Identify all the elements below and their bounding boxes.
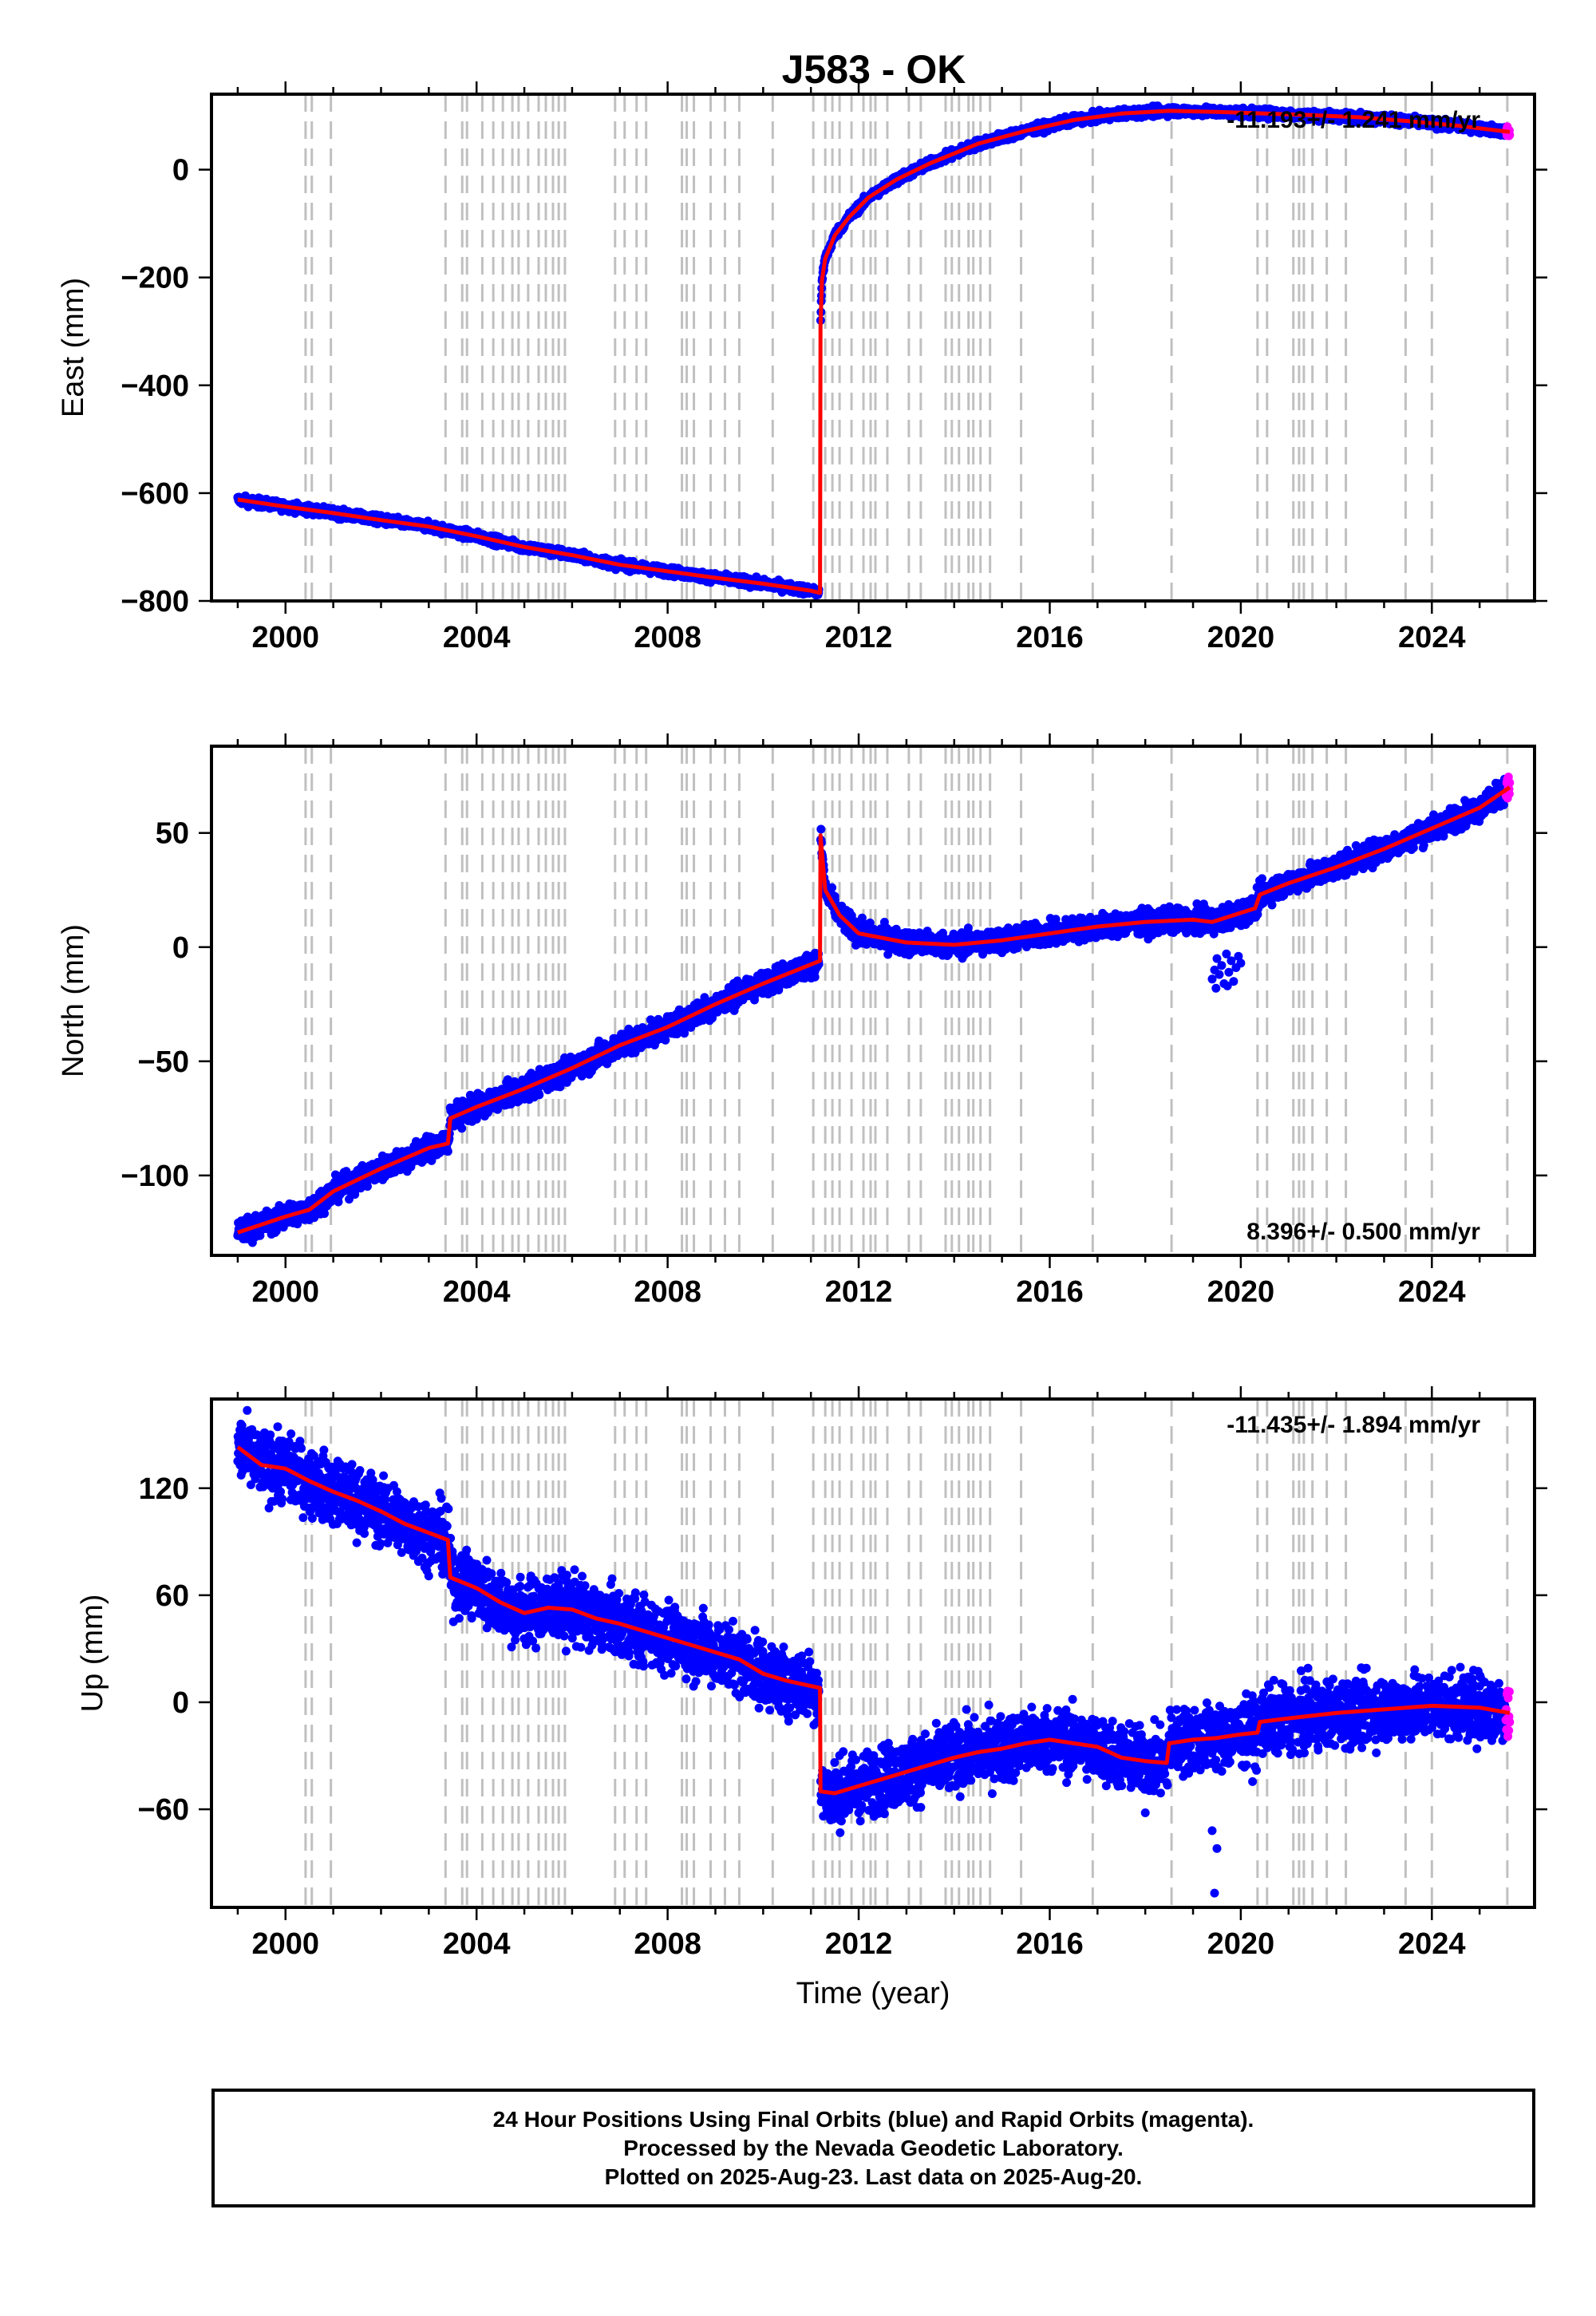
x-tick-label: 2012 <box>825 1927 893 1961</box>
footer-line-2: Processed by the Nevada Geodetic Laborat… <box>623 2135 1124 2160</box>
footer-line-3: Plotted on 2025-Aug-23. Last data on 202… <box>604 2164 1143 2189</box>
final-orbit-points <box>233 774 1511 1247</box>
plot-area <box>233 1399 1515 1907</box>
model-line <box>237 785 1511 1235</box>
x-tick-label: 2024 <box>1398 621 1466 654</box>
x-tick-label: 2024 <box>1398 1927 1466 1961</box>
x-tick-label: 2012 <box>825 1275 893 1309</box>
x-tick-label: 2012 <box>825 621 893 654</box>
plot-frame <box>210 745 1536 1257</box>
y-tick-label: −100 <box>120 1160 189 1193</box>
y-tick-label: 120 <box>139 1472 189 1506</box>
x-tick-label: 2004 <box>443 1275 511 1309</box>
x-tick-label: 2000 <box>252 621 320 654</box>
x-tick-label: 2004 <box>443 1927 511 1961</box>
y-axis-label: Up (mm) <box>76 1595 109 1713</box>
final-orbit-points <box>233 1405 1511 1898</box>
y-tick-label: 0 <box>172 931 189 965</box>
x-tick-label: 2008 <box>634 1275 701 1309</box>
x-tick-label: 2008 <box>634 1927 701 1961</box>
y-tick-label: 60 <box>156 1579 189 1613</box>
model-line <box>237 109 1511 595</box>
rate-label: -11.193+/- 1.241 mm/yr <box>1227 107 1480 133</box>
rate-label: -11.435+/- 1.894 mm/yr <box>1227 1412 1480 1438</box>
plot-frame <box>210 1397 1536 1909</box>
x-tick-label: 2020 <box>1207 1275 1275 1309</box>
y-axis-label: North (mm) <box>57 924 90 1077</box>
footer-box: 24 Hour Positions Using Final Orbits (bl… <box>211 2089 1535 2207</box>
x-tick-label: 2000 <box>252 1927 320 1961</box>
y-tick-label: 0 <box>172 1686 189 1720</box>
x-axis-label: Time (year) <box>796 1977 950 2010</box>
model-line <box>236 1445 1511 1796</box>
plot-frame <box>210 93 1536 603</box>
x-tick-label: 2020 <box>1207 1927 1275 1961</box>
y-tick-label: −400 <box>120 370 189 403</box>
panel-1: 2000 2004 2008 2012 2016 2020 2024 −800 −600 −400… <box>57 47 1547 654</box>
x-tick-label: 2016 <box>1016 1927 1084 1961</box>
y-tick-label: 50 <box>156 817 189 851</box>
x-tick-label: 2004 <box>443 621 511 654</box>
x-tick-label: 2008 <box>634 621 701 654</box>
chart-title: J583 - OK <box>782 47 966 92</box>
x-tick-label: 2024 <box>1398 1275 1466 1309</box>
plot-area <box>233 94 1515 601</box>
footer-line-1: 24 Hour Positions Using Final Orbits (bl… <box>492 2106 1254 2132</box>
panel-3: 2000 2004 2008 2012 2016 2020 2024 −60 0 60 120 Up … <box>76 1386 1547 2010</box>
y-tick-label: −200 <box>120 262 189 295</box>
plot-area <box>233 746 1515 1255</box>
y-tick-label: 0 <box>172 154 189 188</box>
y-tick-label: −60 <box>138 1793 189 1827</box>
final-orbit-points <box>233 101 1511 600</box>
rate-label: 8.396+/- 0.500 mm/yr <box>1246 1219 1480 1245</box>
y-tick-label: −600 <box>120 477 189 511</box>
x-tick-label: 2016 <box>1016 1275 1084 1309</box>
x-tick-label: 2000 <box>252 1275 320 1309</box>
y-tick-label: −50 <box>138 1045 189 1079</box>
y-tick-label: −800 <box>120 585 189 619</box>
x-tick-label: 2020 <box>1207 621 1275 654</box>
panel-2: 2000 2004 2008 2012 2016 2020 2024 −100 −50 0 50 No… <box>57 733 1547 1309</box>
y-axis-label: East (mm) <box>57 278 90 417</box>
x-tick-label: 2016 <box>1016 621 1084 654</box>
